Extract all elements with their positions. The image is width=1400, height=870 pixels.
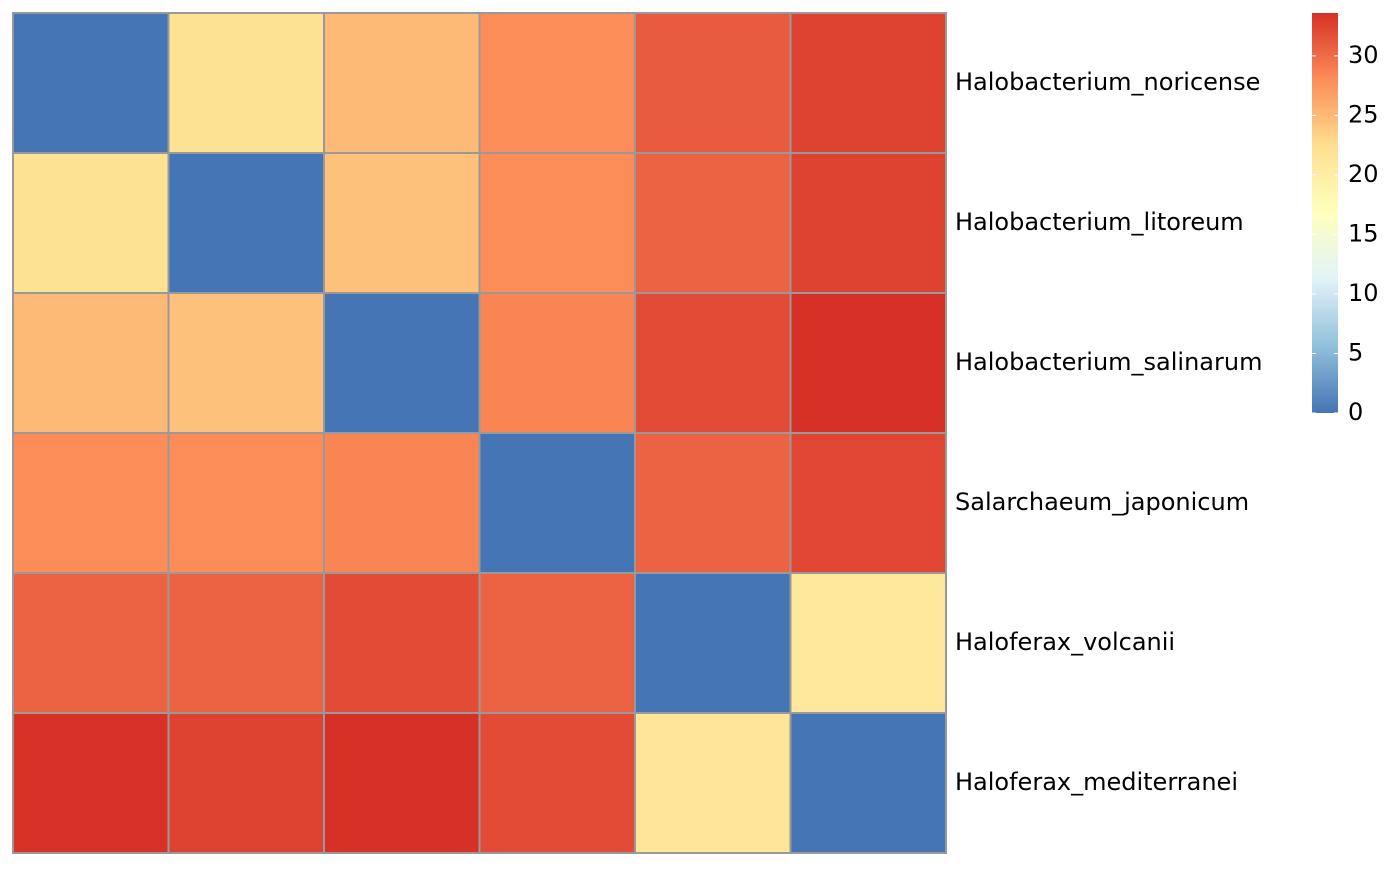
heatmap-cell xyxy=(634,712,792,854)
heatmap-cell xyxy=(478,12,636,154)
heatmap-cell xyxy=(323,152,481,294)
row-label: Halobacterium_noricense xyxy=(955,68,1260,96)
heatmap-cell xyxy=(12,432,170,574)
color-bar xyxy=(1312,13,1338,413)
heatmap-cell xyxy=(789,292,947,434)
heatmap-cell xyxy=(12,712,170,854)
color-bar-label: 30 xyxy=(1348,41,1379,69)
heatmap-cell xyxy=(167,292,325,434)
heatmap-cell xyxy=(634,12,792,154)
heatmap-cell xyxy=(167,712,325,854)
heatmap-cell xyxy=(478,292,636,434)
heatmap-cell xyxy=(12,12,170,154)
heatmap-cell xyxy=(478,152,636,294)
heatmap-cell xyxy=(167,152,325,294)
heatmap-cell xyxy=(167,432,325,574)
color-bar-label: 20 xyxy=(1348,160,1379,188)
heatmap-cell xyxy=(634,152,792,294)
row-label: Halobacterium_litoreum xyxy=(955,208,1244,236)
heatmap-cell xyxy=(789,572,947,714)
heatmap-cell xyxy=(323,712,481,854)
heatmap-cell xyxy=(12,152,170,294)
color-bar-label: 15 xyxy=(1348,219,1379,247)
color-bar-label: 10 xyxy=(1348,279,1379,307)
heatmap-cell xyxy=(789,432,947,574)
heatmap-cell xyxy=(167,12,325,154)
heatmap-cell xyxy=(634,432,792,574)
heatmap-cell xyxy=(323,292,481,434)
row-label: Haloferax_mediterranei xyxy=(955,768,1238,796)
heatmap-cell xyxy=(478,572,636,714)
heatmap-cell xyxy=(323,432,481,574)
color-bar-label: 5 xyxy=(1348,338,1363,366)
heatmap-cell xyxy=(634,572,792,714)
heatmap-cell xyxy=(478,712,636,854)
color-bar-label: 0 xyxy=(1348,398,1363,426)
heatmap-cell xyxy=(478,432,636,574)
row-label: Halobacterium_salinarum xyxy=(955,348,1262,376)
heatmap-cell xyxy=(634,292,792,434)
heatmap-cell xyxy=(167,572,325,714)
heatmap-cell xyxy=(789,712,947,854)
heatmap-cell xyxy=(323,12,481,154)
color-bar-label: 25 xyxy=(1348,100,1379,128)
heatmap-cell xyxy=(789,12,947,154)
row-label: Haloferax_volcanii xyxy=(955,628,1175,656)
heatmap-cell xyxy=(789,152,947,294)
heatmap-cell xyxy=(12,572,170,714)
row-label: Salarchaeum_japonicum xyxy=(955,488,1249,516)
heatmap-cell xyxy=(323,572,481,714)
heatmap-cell xyxy=(12,292,170,434)
